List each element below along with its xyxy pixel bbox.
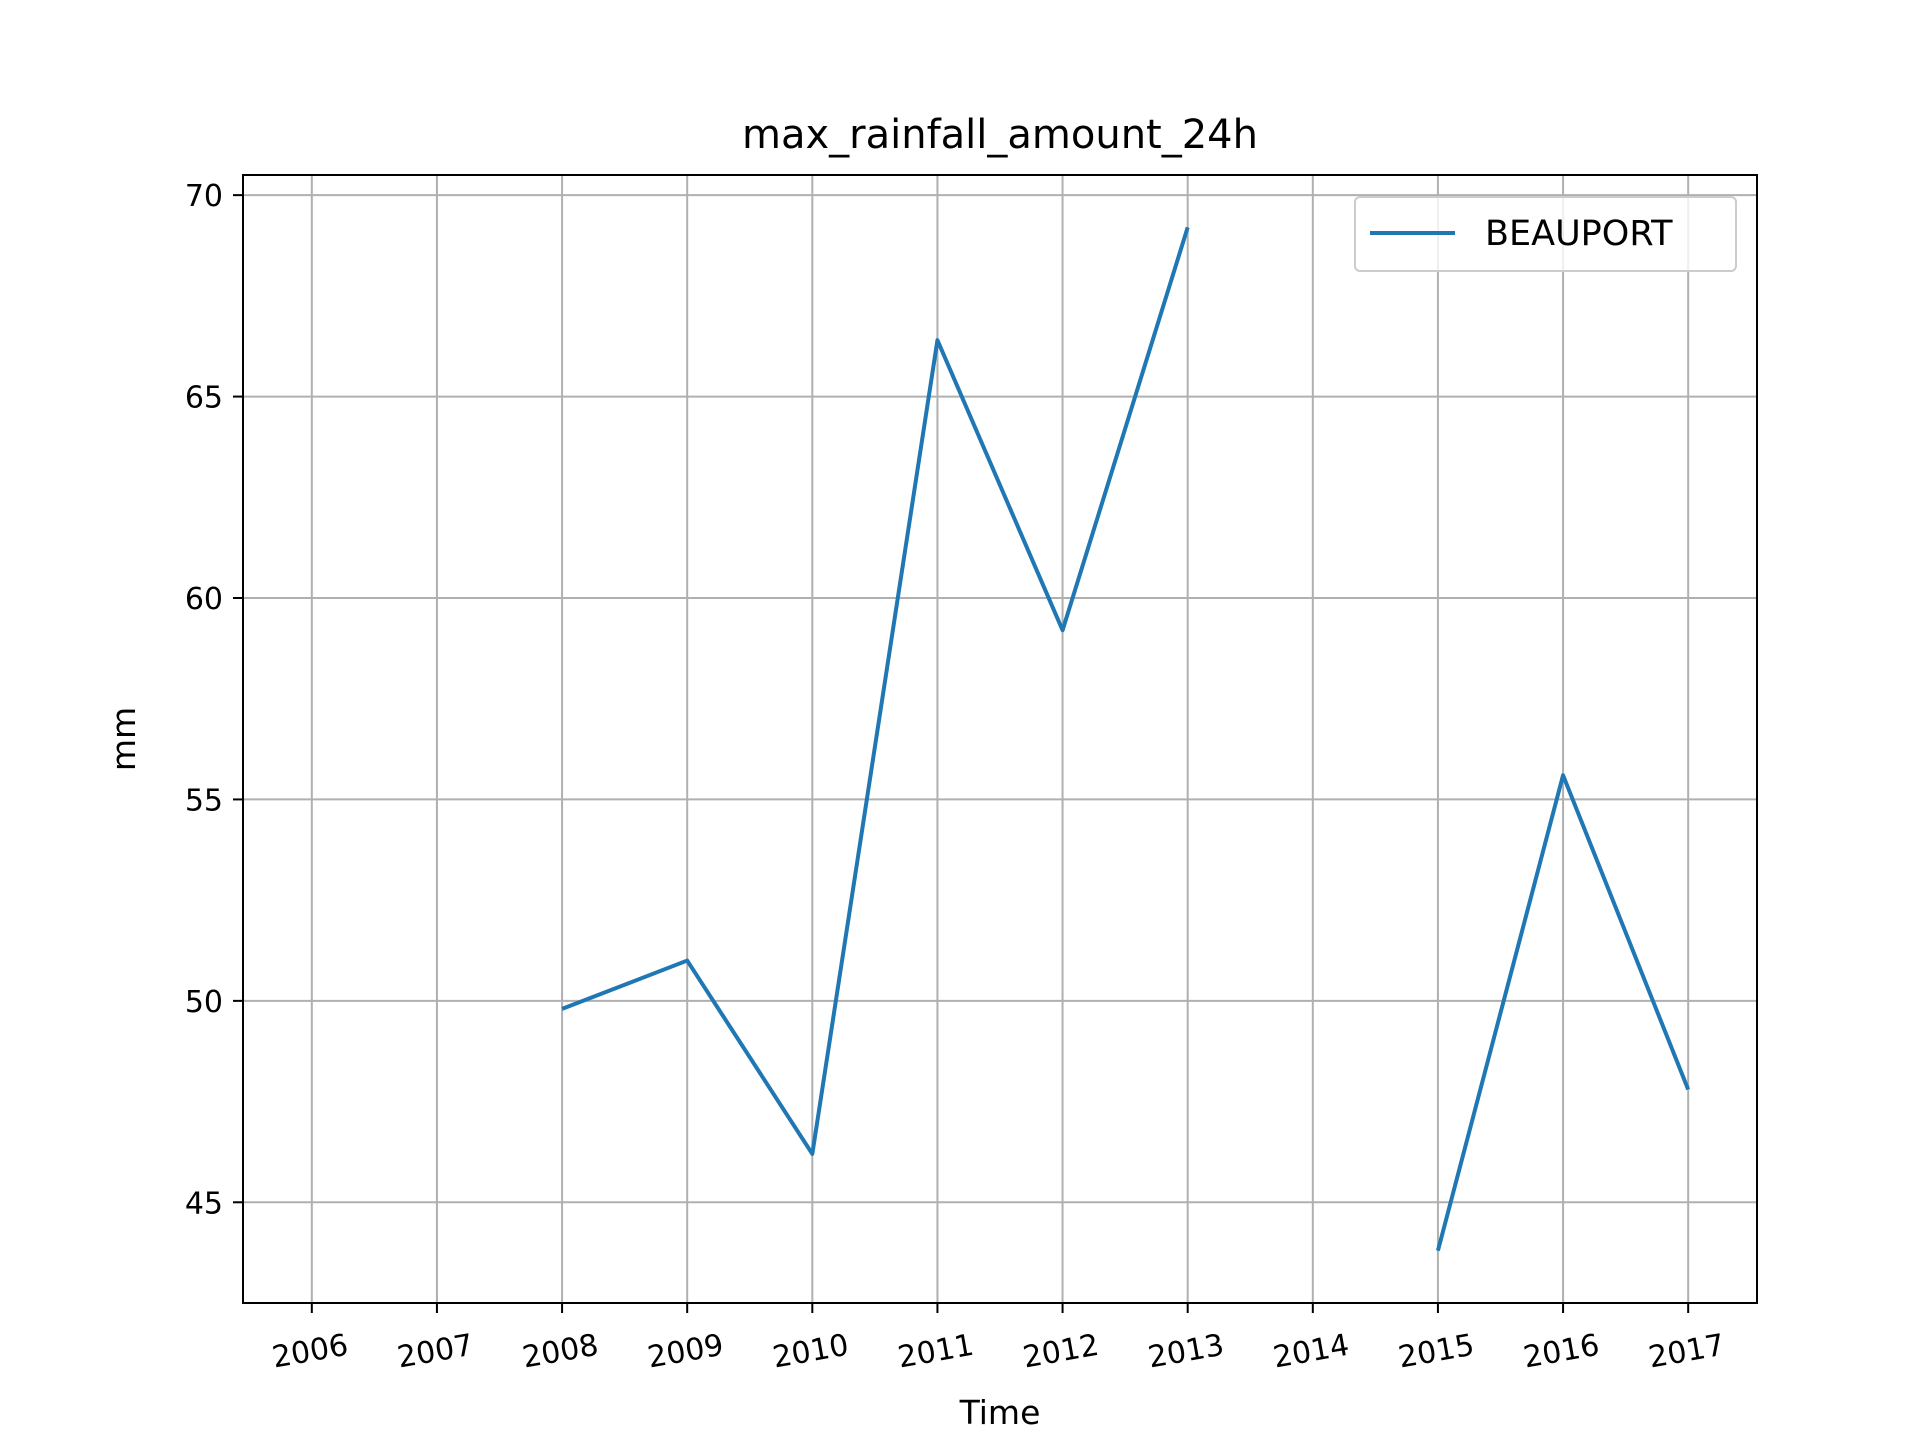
y-tick-label: 70 — [185, 179, 223, 214]
grid — [243, 175, 1757, 1303]
series-group — [561, 226, 1691, 1252]
y-axis-label: mm — [104, 707, 143, 771]
legend: BEAUPORT — [1354, 196, 1737, 272]
y-tick-label: 65 — [185, 381, 223, 416]
y-tick-label: 45 — [185, 1186, 223, 1221]
y-tick-label: 50 — [185, 985, 223, 1020]
y-tick-label: 60 — [185, 582, 223, 617]
chart-title: max_rainfall_amount_24h — [742, 112, 1258, 158]
series-line-beauport — [561, 226, 1190, 1156]
y-tick-label: 55 — [185, 783, 223, 818]
y-axis: 45 50 55 60 65 70 — [185, 179, 243, 1221]
plot-frame — [242, 174, 1758, 1304]
legend-box — [1354, 196, 1737, 272]
x-axis-label: Time — [959, 1393, 1041, 1432]
series-line-beauport — [1435, 773, 1691, 1252]
legend-label-beauport: BEAUPORT — [1485, 214, 1673, 254]
